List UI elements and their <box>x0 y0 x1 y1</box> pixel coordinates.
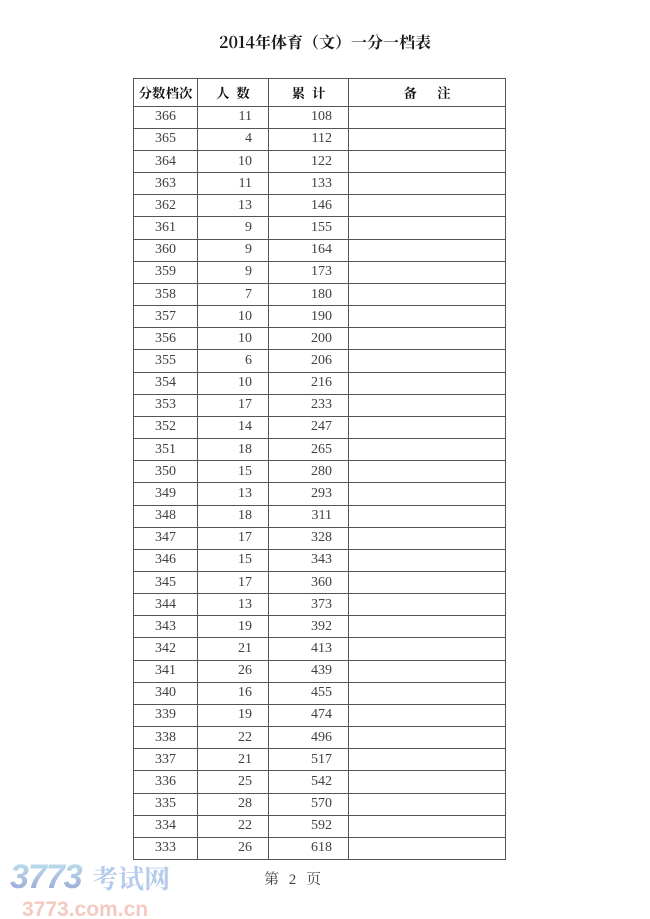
svg-text:3773.com.cn: 3773.com.cn <box>22 898 148 919</box>
svg-text:考试网: 考试网 <box>92 859 170 896</box>
svg-text:3773: 3773 <box>10 858 83 896</box>
